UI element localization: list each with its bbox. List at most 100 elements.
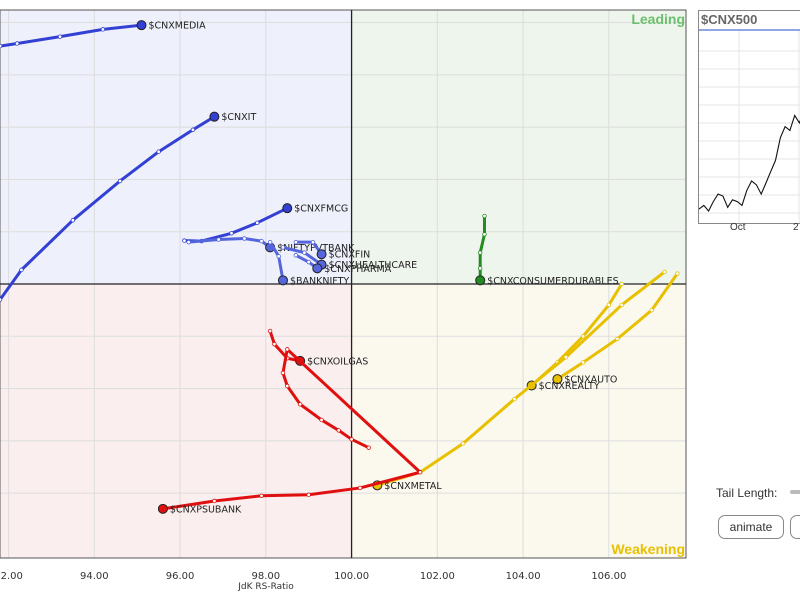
tail-point [272, 341, 277, 347]
x-tick-label: 104.00 [506, 571, 541, 582]
quadrant-label-weakening: Weakening [611, 541, 685, 557]
tail-point [242, 236, 247, 241]
tail-point [285, 383, 290, 389]
tail-point [100, 27, 106, 32]
quadrant-backgrounds [0, 10, 686, 558]
tail-point [478, 250, 483, 255]
x-tick-label: 96.00 [166, 571, 195, 582]
x-tick-label: 92.00 [0, 571, 23, 582]
tail-point [310, 239, 316, 245]
tail-point [259, 493, 264, 498]
tail-point [285, 347, 290, 352]
tail-point [229, 231, 234, 236]
tail-point [563, 355, 569, 360]
tail-point [293, 253, 299, 258]
x-tick-label: 94.00 [80, 571, 109, 582]
tail-point [0, 297, 3, 302]
tail-point [70, 218, 76, 223]
tail-point [190, 127, 196, 132]
tail-point [212, 498, 217, 504]
tail-line [161, 347, 422, 511]
tail-point [366, 445, 371, 450]
tail-point [276, 254, 281, 259]
head-point [312, 263, 323, 274]
tail-point [649, 307, 654, 313]
tail-point [417, 470, 423, 475]
head-point [157, 503, 168, 514]
mini-price-chart: $CNX500 [698, 10, 800, 224]
series-tails: $CNXMEDIA$CNXIT$CNXFMCG$NIFTYPVTBANK$CNX… [0, 20, 680, 515]
x-tick-label: 98.00 [252, 571, 281, 582]
tail-point [349, 437, 354, 442]
tail-length-slider[interactable] [790, 490, 800, 494]
head-point [277, 275, 288, 286]
tail-point [117, 178, 123, 184]
tail-length-label: Tail Length: [716, 486, 778, 500]
head-point [136, 20, 147, 31]
tail-point [336, 428, 341, 433]
tail-point [267, 239, 273, 245]
tail-point [580, 360, 586, 365]
tail-point [156, 149, 161, 154]
tail-point [306, 492, 311, 497]
tail-point [662, 269, 667, 275]
series-label: $CNXOILGAS [307, 356, 368, 367]
quadrant-label-leading: Leading [631, 11, 685, 27]
x-tick-label: 100.00 [334, 571, 369, 582]
series-label: $CNXFIN [329, 250, 371, 261]
series-label: $CNXFMCG [294, 204, 348, 215]
tail-point [19, 267, 24, 273]
center-axes [0, 10, 686, 558]
tail-point [267, 328, 273, 334]
tail-point [460, 441, 466, 446]
tail-point [675, 271, 680, 276]
tail-point [182, 238, 187, 243]
head-point [282, 203, 293, 214]
tail-point [512, 396, 517, 402]
tail-line [268, 329, 302, 363]
tail-point [14, 41, 20, 46]
tail-point [619, 281, 624, 287]
mini-x-tick: Oct [730, 222, 746, 233]
head-point [316, 249, 327, 260]
x-axis-label: JdK RS-Ratio [237, 582, 294, 592]
series-label: $CNXIT [221, 112, 256, 123]
tail-point [293, 239, 299, 245]
series-label: $CNXMEDIA [148, 21, 206, 32]
tail-point [606, 302, 612, 308]
head-point [552, 374, 563, 385]
x-tick-labels: 92.00 94.00 96.00 98.00 100.00 102.00 104.00 10… [0, 571, 626, 582]
series-label: $CNXPSUBANK [170, 504, 242, 515]
mini-chart-plot [699, 29, 800, 223]
head-point [475, 275, 486, 286]
series-label: $CNXPHARMA [324, 264, 391, 275]
series-label: $CNXMETAL [384, 481, 442, 492]
series-label: $CNXCONSUMERDURABLES [487, 276, 618, 287]
tail-point [57, 34, 63, 39]
tail-point [478, 266, 483, 271]
x-tick-label: 106.00 [591, 571, 626, 582]
tail-point [186, 239, 191, 245]
tail-point [306, 259, 311, 265]
animate-button[interactable]: animate [718, 515, 784, 539]
tail-point [619, 302, 624, 308]
series-label: $CNXREALTY [539, 381, 600, 392]
tail-point [0, 43, 3, 49]
tail-point [216, 237, 221, 242]
series-label: $CNXAUTO [564, 375, 617, 386]
head-point [209, 111, 220, 122]
tail-point [357, 485, 363, 491]
tail-point [302, 250, 307, 255]
x-tick-label: 102.00 [420, 571, 455, 582]
tail-point [319, 417, 324, 423]
tail-point [615, 336, 620, 342]
series-label: $CNXHEALTHCARE [329, 260, 418, 271]
mini-x-tick: 2 [793, 222, 799, 233]
secondary-button[interactable] [790, 515, 800, 539]
tail-point [297, 402, 303, 407]
tail-point [482, 213, 487, 219]
series-label: $BANKNIFTY [290, 276, 349, 287]
quadrant-lagging [0, 284, 352, 558]
tail-point [280, 370, 286, 376]
